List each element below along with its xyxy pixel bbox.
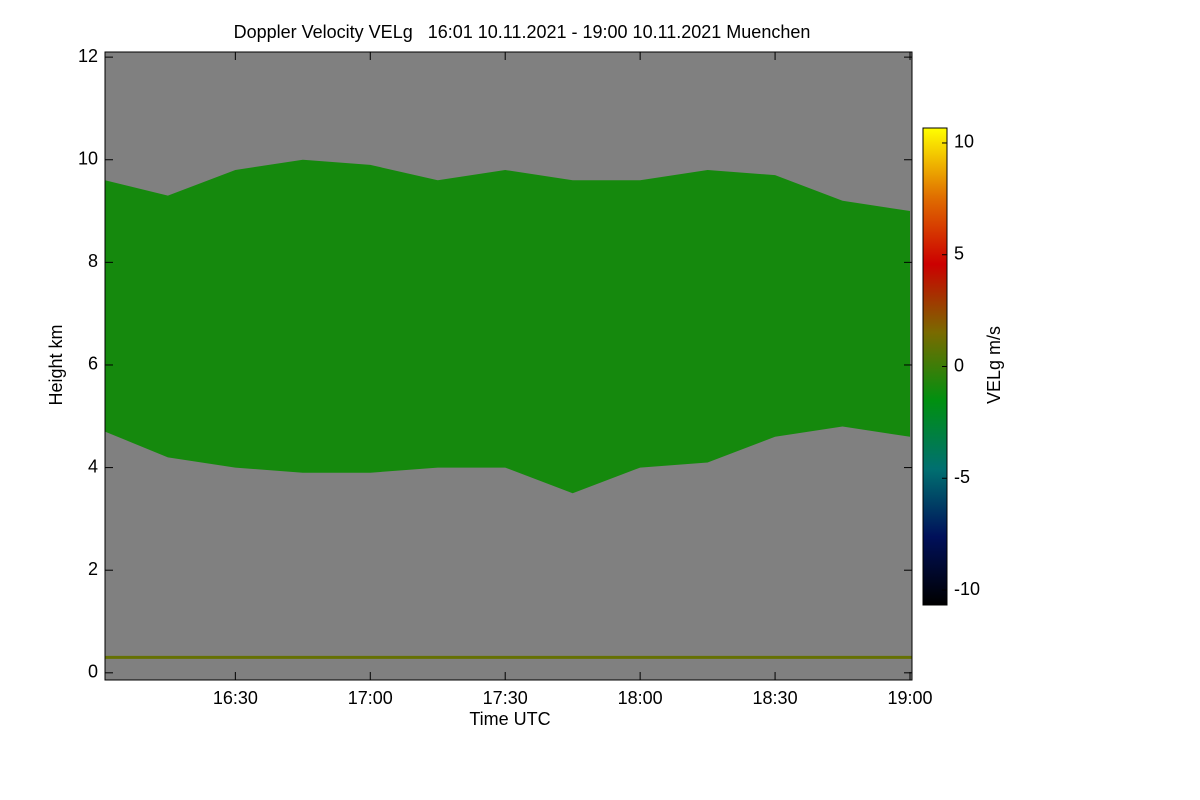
y-tick-label: 8 (88, 251, 98, 271)
x-tick-label: 17:30 (483, 688, 528, 708)
x-tick-label: 17:00 (348, 688, 393, 708)
x-tick-label: 18:00 (618, 688, 663, 708)
y-tick-label: 10 (78, 148, 98, 168)
colorbar-label: VELg m/s (984, 326, 1004, 404)
y-tick-label: 4 (88, 456, 98, 476)
x-tick-label: 19:00 (887, 688, 932, 708)
plot-frame (104, 51, 913, 681)
colorbar-tick-label: 5 (954, 243, 964, 263)
y-axis-label: Height km (46, 324, 66, 405)
y-tick-label: 12 (78, 46, 98, 66)
x-tick-label: 16:30 (213, 688, 258, 708)
x-axis-label: Time UTC (469, 709, 550, 729)
y-tick-label: 6 (88, 354, 98, 374)
chart-title: Doppler Velocity VELg 16:01 10.11.2021 -… (234, 22, 811, 42)
cloud-echo (105, 159, 910, 494)
colorbar-tick-label: 10 (954, 132, 974, 152)
y-tick-label: 2 (88, 559, 98, 579)
colorbar-tick-label: -10 (954, 579, 980, 599)
colorbar-tick-label: -5 (954, 467, 970, 487)
y-tick-label: 0 (88, 662, 98, 682)
colorbar-tick-label: 0 (954, 355, 964, 375)
x-tick-label: 18:30 (753, 688, 798, 708)
